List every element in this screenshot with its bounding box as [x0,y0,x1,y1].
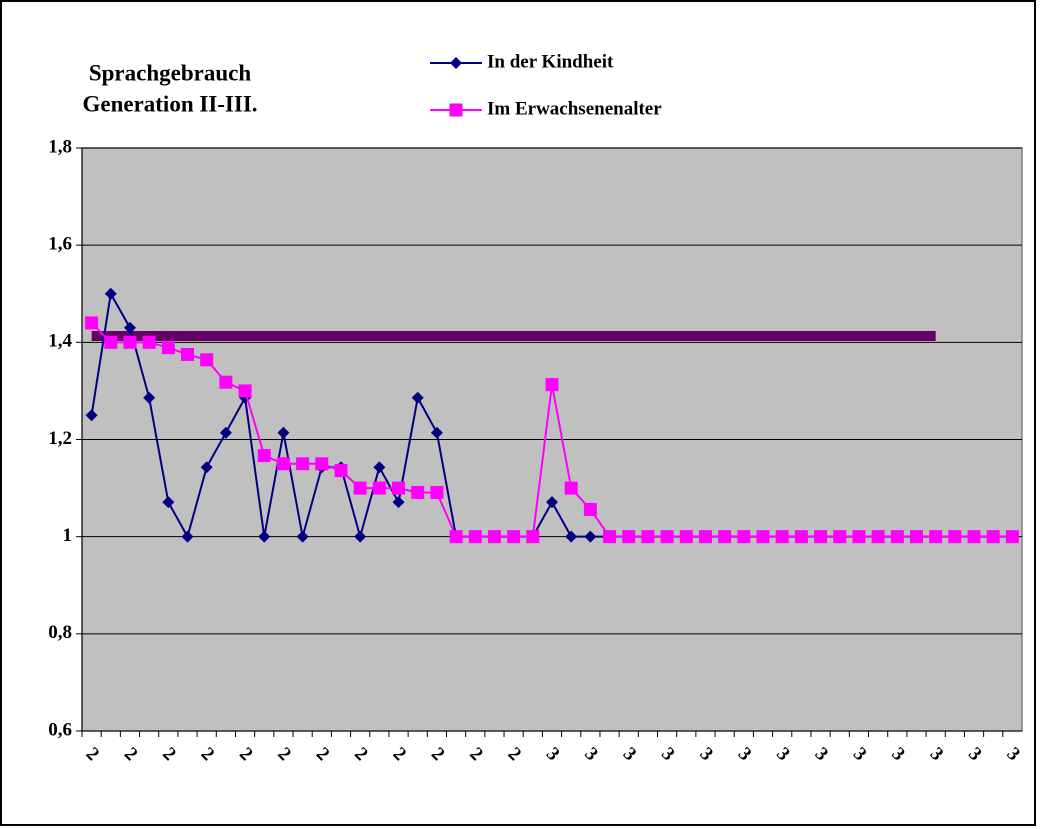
marker [584,530,597,543]
y-tick-label: 1,4 [48,331,72,352]
marker [967,530,981,544]
marker [200,353,214,367]
marker [737,530,751,544]
marker [814,530,828,544]
marker [660,530,674,544]
marker [430,426,443,439]
marker [756,530,770,544]
marker [104,335,118,349]
marker [986,530,1000,544]
marker [162,496,175,509]
legend-marker [450,57,462,69]
marker [679,530,693,544]
marker [277,426,290,439]
marker [161,341,175,355]
marker [219,375,233,389]
marker [392,496,405,509]
marker [948,530,962,544]
marker [104,287,117,300]
y-tick-label: 1,6 [48,234,72,255]
marker [181,530,194,543]
marker [143,391,156,404]
legend-label: Im Erwachsenenalter [487,98,662,119]
marker [468,530,482,544]
marker [411,485,425,499]
marker [507,530,521,544]
marker [545,378,559,392]
marker [852,530,866,544]
marker [909,530,923,544]
marker [276,457,290,471]
marker [200,461,213,474]
marker [564,481,578,495]
marker [583,502,597,516]
marker [718,530,732,544]
y-tick-label: 1,8 [48,136,72,157]
y-tick-label: 0,6 [48,719,72,740]
marker [219,426,232,439]
marker [181,347,195,361]
marker [238,384,252,398]
marker [929,530,943,544]
marker [487,530,501,544]
marker [85,316,99,330]
y-tick-label: 1 [63,525,73,546]
y-tick-label: 1,2 [48,428,72,449]
chart-title: Sprachgebrauch [89,60,252,85]
marker [622,530,636,544]
marker [890,530,904,544]
marker [526,530,540,544]
legend-label: In der Kindheit [487,51,614,72]
marker [257,449,271,463]
marker [296,530,309,543]
marker [85,409,98,422]
marker [296,457,310,471]
legend-marker [449,103,463,117]
marker [123,335,137,349]
y-tick-label: 0,8 [48,622,72,643]
marker [411,391,424,404]
marker [353,481,367,495]
chart-title: Generation II-III. [82,91,257,116]
marker [546,496,558,509]
marker [258,530,271,543]
marker [315,457,329,471]
marker [392,481,406,495]
marker [354,530,367,543]
marker [142,335,156,349]
marker [794,530,808,544]
marker [871,530,885,544]
marker [373,461,386,474]
marker [334,464,348,478]
marker [123,321,136,334]
marker [641,530,655,544]
marker [372,481,386,495]
marker [698,530,712,544]
marker [833,530,847,544]
marker [430,485,444,499]
marker [775,530,789,544]
marker [603,530,617,544]
marker [565,530,578,543]
marker [1005,530,1019,544]
marker [449,530,463,544]
